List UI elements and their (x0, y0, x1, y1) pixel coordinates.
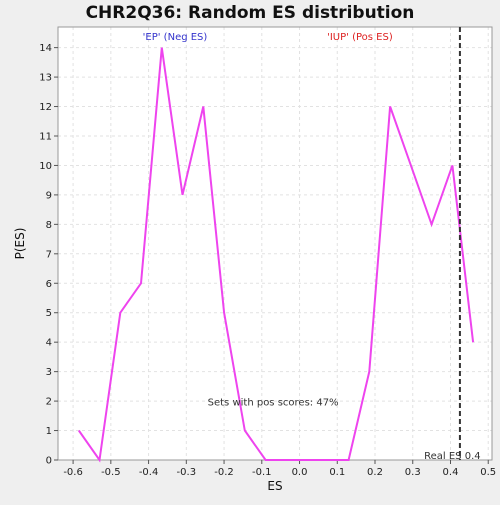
x-tick-label: 0.2 (367, 467, 383, 478)
y-tick-label: 13 (39, 73, 52, 84)
x-tick-label: -0.3 (177, 467, 197, 478)
axes: -0.6 -0.5 -0.4 -0.3 -0.2 -0.1 0.0 0.1 0.2 0.3 0.4 0… (39, 26, 496, 478)
y-tick-label: 2 (46, 397, 52, 408)
y-tick-label: 11 (39, 131, 52, 142)
y-tick-label: 14 (39, 43, 52, 54)
series-line (77, 47, 475, 463)
y-tick-label: 6 (46, 279, 52, 290)
real-es-annotation: Real ES 0.4 (424, 451, 480, 462)
x-tick-label: -0.5 (101, 467, 121, 478)
x-tick-label: 0.1 (329, 467, 345, 478)
y-axis-label: P(ES) (13, 228, 27, 260)
neg-es-label: 'EP' (Neg ES) (143, 32, 208, 43)
y-tick-label: 7 (46, 249, 52, 260)
y-tick-label: 9 (46, 190, 52, 201)
x-tick-label: 0.4 (443, 467, 459, 478)
gridlines (58, 27, 492, 461)
x-axis-label: ES (267, 479, 282, 493)
pos-scores-annotation: Sets with pos scores: 47% (208, 398, 339, 409)
y-tick-label: 3 (46, 367, 52, 378)
series-layer (77, 47, 475, 463)
y-tick-label: 5 (46, 308, 52, 319)
y-tick-label: 4 (46, 338, 52, 349)
x-tick-label: 0.3 (405, 467, 421, 478)
y-tick-label: 0 (46, 456, 52, 467)
y-tick-label: 8 (46, 220, 52, 231)
x-tick-label: 0.5 (480, 467, 496, 478)
plot-area (58, 27, 492, 460)
chart-title: CHR2Q36: Random ES distribution (86, 3, 415, 23)
x-tick-label: 0.0 (292, 467, 308, 478)
pos-es-label: 'IUP' (Pos ES) (327, 32, 393, 43)
y-tick-label: 12 (39, 102, 52, 113)
y-tick-label: 1 (46, 426, 52, 437)
x-tick-label: -0.4 (139, 467, 159, 478)
x-tick-label: -0.2 (214, 467, 234, 478)
x-tick-label: -0.1 (252, 467, 272, 478)
x-tick-label: -0.6 (63, 467, 83, 478)
y-tick-label: 10 (39, 161, 52, 172)
